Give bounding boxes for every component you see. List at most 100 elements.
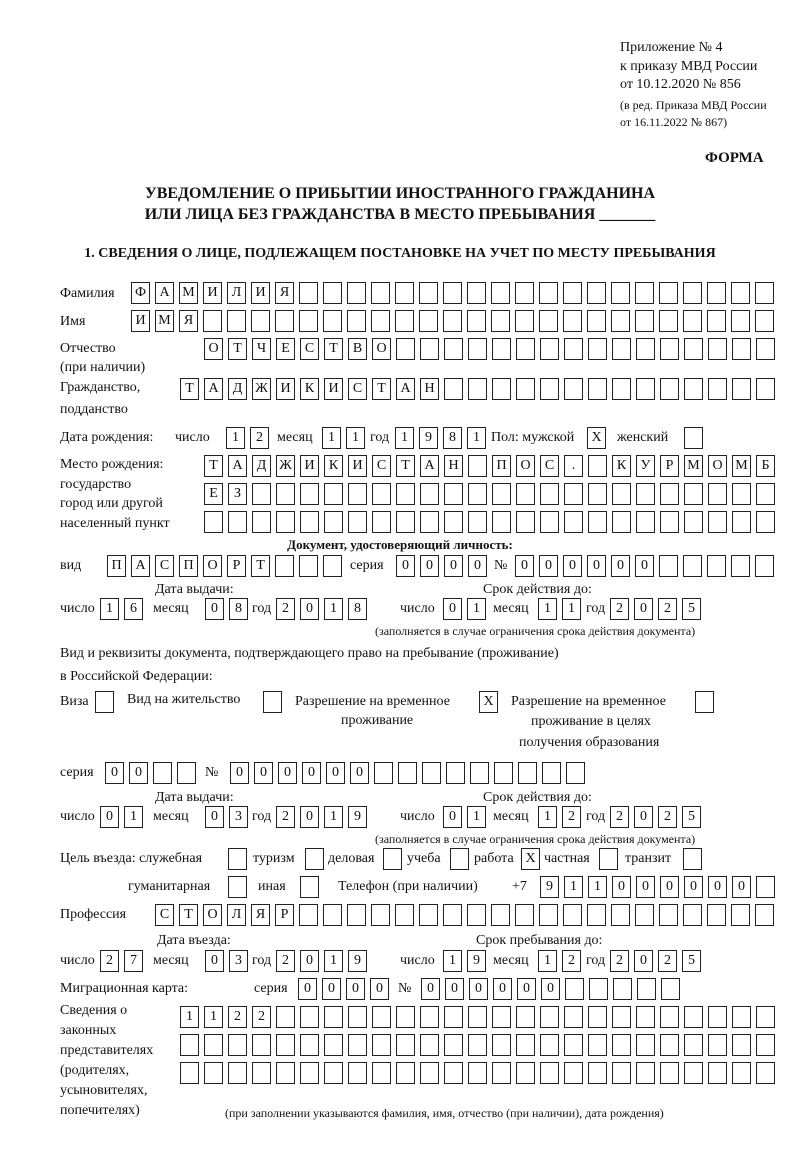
char-box[interactable]: Т — [179, 904, 198, 926]
char-box[interactable] — [635, 904, 654, 926]
char-box[interactable] — [660, 378, 679, 400]
char-box[interactable] — [263, 691, 282, 713]
char-box[interactable]: З — [228, 483, 247, 505]
char-box[interactable] — [372, 511, 391, 533]
char-box[interactable]: 0 — [636, 876, 655, 898]
char-box[interactable]: 3 — [229, 950, 248, 972]
char-box[interactable] — [563, 282, 582, 304]
char-box[interactable] — [659, 310, 678, 332]
char-box[interactable]: О — [203, 555, 222, 577]
char-box[interactable]: Т — [228, 338, 247, 360]
char-box[interactable]: Р — [275, 904, 294, 926]
char-box[interactable] — [588, 338, 607, 360]
char-box[interactable]: 0 — [300, 950, 319, 972]
char-box[interactable] — [396, 338, 415, 360]
char-box[interactable]: 0 — [205, 806, 224, 828]
char-box[interactable] — [419, 310, 438, 332]
char-box[interactable] — [611, 310, 630, 332]
char-box[interactable]: 0 — [254, 762, 273, 784]
char-box[interactable] — [659, 904, 678, 926]
char-box[interactable]: 2 — [276, 950, 295, 972]
purpose-study-checkbox[interactable] — [450, 848, 474, 870]
char-box[interactable] — [300, 876, 319, 898]
char-box[interactable] — [516, 483, 535, 505]
char-box[interactable] — [540, 338, 559, 360]
char-box[interactable] — [566, 762, 585, 784]
char-box[interactable] — [371, 310, 390, 332]
char-box[interactable] — [468, 378, 487, 400]
char-box[interactable] — [372, 1062, 391, 1084]
char-box[interactable]: 2 — [252, 1006, 271, 1028]
char-box[interactable] — [348, 511, 367, 533]
char-box[interactable] — [683, 904, 702, 926]
char-box[interactable] — [492, 511, 511, 533]
char-box[interactable]: 9 — [348, 950, 367, 972]
char-box[interactable]: 2 — [610, 806, 629, 828]
char-box[interactable] — [683, 555, 702, 577]
char-box[interactable]: 1 — [346, 427, 365, 449]
char-box[interactable] — [420, 1006, 439, 1028]
char-box[interactable] — [468, 1006, 487, 1028]
char-box[interactable]: Ж — [276, 455, 295, 477]
char-box[interactable] — [468, 338, 487, 360]
char-box[interactable]: Н — [420, 378, 439, 400]
char-box[interactable]: 0 — [443, 806, 462, 828]
char-box[interactable] — [684, 427, 703, 449]
char-box[interactable] — [180, 1062, 199, 1084]
char-box[interactable] — [275, 555, 294, 577]
char-box[interactable]: 1 — [124, 806, 143, 828]
char-box[interactable]: 0 — [205, 598, 224, 620]
char-box[interactable] — [707, 904, 726, 926]
char-box[interactable] — [444, 483, 463, 505]
purpose-humanitarian-checkbox[interactable] — [228, 876, 252, 898]
char-box[interactable]: М — [155, 310, 174, 332]
char-box[interactable]: 1 — [467, 427, 486, 449]
char-box[interactable] — [683, 848, 702, 870]
purpose-work-checkbox[interactable]: X — [521, 848, 545, 870]
char-box[interactable] — [468, 483, 487, 505]
char-box[interactable] — [420, 511, 439, 533]
sex-female-checkbox[interactable] — [684, 427, 708, 449]
char-box[interactable]: 3 — [229, 806, 248, 828]
char-box[interactable] — [708, 338, 727, 360]
char-box[interactable]: Д — [252, 455, 271, 477]
char-box[interactable]: С — [300, 338, 319, 360]
char-box[interactable] — [276, 1034, 295, 1056]
char-box[interactable] — [515, 310, 534, 332]
char-box[interactable]: 9 — [540, 876, 559, 898]
char-box[interactable] — [95, 691, 114, 713]
char-box[interactable] — [732, 511, 751, 533]
char-box[interactable]: К — [612, 455, 631, 477]
char-box[interactable] — [470, 762, 489, 784]
char-box[interactable] — [516, 1006, 535, 1028]
char-box[interactable] — [420, 1062, 439, 1084]
char-box[interactable] — [708, 1062, 727, 1084]
char-box[interactable]: Ж — [252, 378, 271, 400]
char-box[interactable] — [516, 1062, 535, 1084]
char-box[interactable] — [276, 483, 295, 505]
char-box[interactable] — [660, 511, 679, 533]
char-box[interactable]: 2 — [562, 950, 581, 972]
char-box[interactable] — [516, 1034, 535, 1056]
char-box[interactable]: 8 — [229, 598, 248, 620]
char-box[interactable]: 0 — [612, 876, 631, 898]
char-box[interactable]: Т — [372, 378, 391, 400]
char-box[interactable] — [683, 310, 702, 332]
char-box[interactable]: К — [324, 455, 343, 477]
char-box[interactable] — [299, 904, 318, 926]
char-box[interactable] — [564, 511, 583, 533]
char-box[interactable]: 1 — [467, 806, 486, 828]
char-box[interactable] — [228, 848, 247, 870]
purpose-service-checkbox[interactable] — [228, 848, 252, 870]
char-box[interactable] — [492, 378, 511, 400]
char-box[interactable] — [588, 378, 607, 400]
char-box[interactable]: 0 — [708, 876, 727, 898]
